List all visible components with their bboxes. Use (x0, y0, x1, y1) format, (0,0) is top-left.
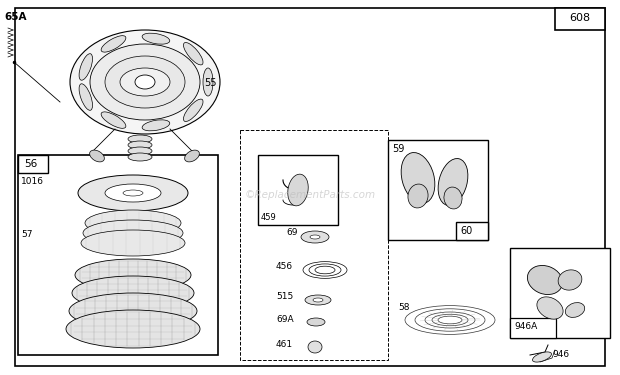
Ellipse shape (66, 310, 200, 348)
Bar (388, 140, 488, 240)
Text: 69A: 69A (276, 315, 294, 324)
Bar (510, 248, 610, 338)
Text: 59: 59 (392, 144, 404, 154)
Ellipse shape (123, 190, 143, 196)
Text: 1016: 1016 (21, 177, 44, 186)
Ellipse shape (308, 341, 322, 353)
Ellipse shape (85, 210, 181, 236)
Ellipse shape (83, 220, 183, 246)
Ellipse shape (101, 112, 126, 128)
Ellipse shape (305, 295, 331, 305)
Text: 461: 461 (276, 340, 293, 349)
Ellipse shape (313, 298, 323, 302)
Ellipse shape (301, 231, 329, 243)
Ellipse shape (537, 297, 563, 319)
Ellipse shape (101, 36, 126, 52)
Ellipse shape (128, 147, 152, 155)
Text: 608: 608 (569, 13, 591, 23)
Ellipse shape (142, 33, 170, 44)
Bar (555, 8, 605, 30)
Ellipse shape (142, 120, 170, 131)
Text: 946A: 946A (514, 322, 538, 331)
Text: 515: 515 (276, 292, 293, 301)
Ellipse shape (90, 150, 104, 162)
Ellipse shape (528, 266, 562, 294)
Ellipse shape (565, 303, 585, 317)
Text: 57: 57 (21, 230, 32, 239)
Ellipse shape (79, 84, 92, 110)
Ellipse shape (72, 276, 194, 310)
Text: 60: 60 (460, 226, 472, 236)
Text: 58: 58 (398, 303, 409, 312)
Text: 65A: 65A (4, 12, 27, 22)
Text: 69: 69 (286, 228, 298, 237)
Ellipse shape (558, 270, 582, 290)
Ellipse shape (128, 135, 152, 143)
Bar (18, 155, 218, 355)
Ellipse shape (90, 44, 200, 120)
Ellipse shape (307, 318, 325, 326)
Ellipse shape (105, 184, 161, 202)
Ellipse shape (69, 293, 197, 329)
Ellipse shape (310, 235, 320, 239)
Bar (258, 155, 338, 225)
Ellipse shape (184, 42, 203, 65)
Bar (456, 222, 488, 240)
Text: 459: 459 (261, 213, 277, 222)
Text: 55: 55 (204, 78, 216, 88)
Ellipse shape (105, 56, 185, 108)
Ellipse shape (128, 153, 152, 161)
Ellipse shape (120, 68, 170, 96)
Bar (18, 155, 48, 173)
Ellipse shape (184, 99, 203, 122)
Bar (510, 318, 556, 338)
Text: ©ReplacementParts.com: ©ReplacementParts.com (244, 190, 376, 200)
Ellipse shape (185, 150, 200, 162)
Ellipse shape (288, 174, 308, 206)
Ellipse shape (401, 153, 435, 204)
Ellipse shape (203, 68, 213, 96)
Ellipse shape (75, 259, 191, 291)
Ellipse shape (70, 30, 220, 134)
Ellipse shape (135, 75, 155, 89)
Ellipse shape (444, 187, 462, 209)
Text: 946: 946 (552, 350, 569, 359)
Ellipse shape (81, 230, 185, 256)
Ellipse shape (438, 159, 468, 206)
Ellipse shape (128, 141, 152, 149)
Ellipse shape (78, 175, 188, 211)
Text: 456: 456 (276, 262, 293, 271)
Ellipse shape (408, 184, 428, 208)
Text: 56: 56 (24, 159, 37, 169)
Bar (240, 130, 388, 360)
Ellipse shape (533, 352, 552, 362)
Ellipse shape (79, 54, 92, 80)
